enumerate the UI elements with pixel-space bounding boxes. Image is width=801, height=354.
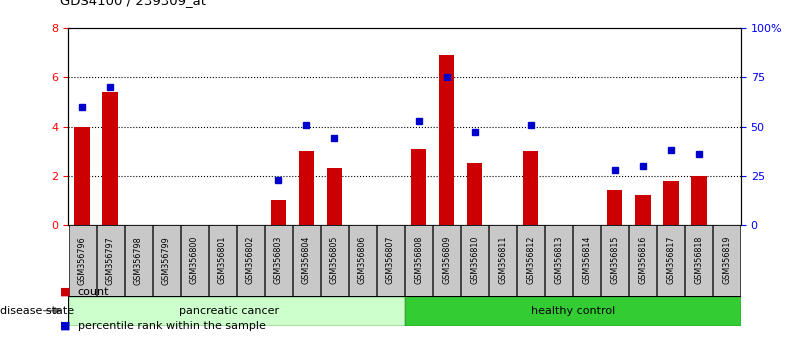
- Bar: [686, 225, 712, 296]
- Text: count: count: [78, 287, 109, 297]
- Text: GSM356803: GSM356803: [274, 236, 283, 284]
- Bar: [691, 176, 706, 225]
- Bar: [293, 225, 320, 296]
- Text: GSM356815: GSM356815: [610, 236, 619, 285]
- Text: GSM356806: GSM356806: [358, 236, 367, 284]
- Bar: [433, 225, 460, 296]
- Bar: [523, 151, 538, 225]
- Bar: [377, 225, 404, 296]
- Bar: [439, 55, 454, 225]
- Bar: [181, 225, 207, 296]
- Text: GSM356798: GSM356798: [134, 236, 143, 285]
- Text: GSM356799: GSM356799: [162, 236, 171, 285]
- Bar: [602, 225, 628, 296]
- Bar: [74, 126, 90, 225]
- Bar: [630, 225, 656, 296]
- Text: GSM356812: GSM356812: [526, 236, 535, 285]
- Text: healthy control: healthy control: [530, 306, 615, 316]
- Bar: [517, 225, 544, 296]
- Bar: [237, 225, 264, 296]
- Text: GSM356811: GSM356811: [498, 236, 507, 284]
- Text: GSM356802: GSM356802: [246, 236, 255, 285]
- Bar: [607, 190, 622, 225]
- Text: GSM356808: GSM356808: [414, 236, 423, 284]
- Text: GSM356800: GSM356800: [190, 236, 199, 284]
- Text: ■: ■: [60, 287, 70, 297]
- Bar: [349, 225, 376, 296]
- Bar: [714, 225, 740, 296]
- Bar: [461, 225, 488, 296]
- Bar: [545, 225, 572, 296]
- Bar: [68, 296, 405, 326]
- Text: GSM356814: GSM356814: [582, 236, 591, 284]
- Text: GSM356813: GSM356813: [554, 236, 563, 284]
- Bar: [209, 225, 235, 296]
- Bar: [635, 195, 650, 225]
- Text: GSM356816: GSM356816: [638, 236, 647, 284]
- Bar: [489, 225, 516, 296]
- Text: GSM356818: GSM356818: [694, 236, 703, 284]
- Bar: [271, 200, 286, 225]
- Text: pancreatic cancer: pancreatic cancer: [179, 306, 280, 316]
- Bar: [405, 225, 432, 296]
- Bar: [663, 181, 678, 225]
- Bar: [405, 296, 741, 326]
- Bar: [265, 225, 292, 296]
- Bar: [97, 225, 123, 296]
- Text: GSM356817: GSM356817: [666, 236, 675, 285]
- Text: percentile rank within the sample: percentile rank within the sample: [78, 321, 266, 331]
- Text: GSM356797: GSM356797: [106, 236, 115, 285]
- Text: ■: ■: [60, 321, 70, 331]
- Bar: [321, 225, 348, 296]
- Text: GSM356805: GSM356805: [330, 236, 339, 285]
- Bar: [411, 149, 426, 225]
- Text: GSM356809: GSM356809: [442, 236, 451, 285]
- Text: GSM356796: GSM356796: [78, 236, 87, 285]
- Bar: [467, 164, 482, 225]
- Bar: [574, 225, 600, 296]
- Text: GSM356801: GSM356801: [218, 236, 227, 284]
- Text: GSM356819: GSM356819: [723, 236, 731, 285]
- Text: GSM356807: GSM356807: [386, 236, 395, 285]
- Bar: [69, 225, 95, 296]
- Bar: [327, 168, 342, 225]
- Bar: [103, 92, 118, 225]
- Bar: [299, 151, 314, 225]
- Bar: [658, 225, 684, 296]
- Bar: [153, 225, 179, 296]
- Text: disease state: disease state: [0, 306, 74, 316]
- Text: GSM356810: GSM356810: [470, 236, 479, 284]
- Text: GSM356804: GSM356804: [302, 236, 311, 284]
- Bar: [125, 225, 151, 296]
- Text: GDS4100 / 239309_at: GDS4100 / 239309_at: [60, 0, 206, 7]
